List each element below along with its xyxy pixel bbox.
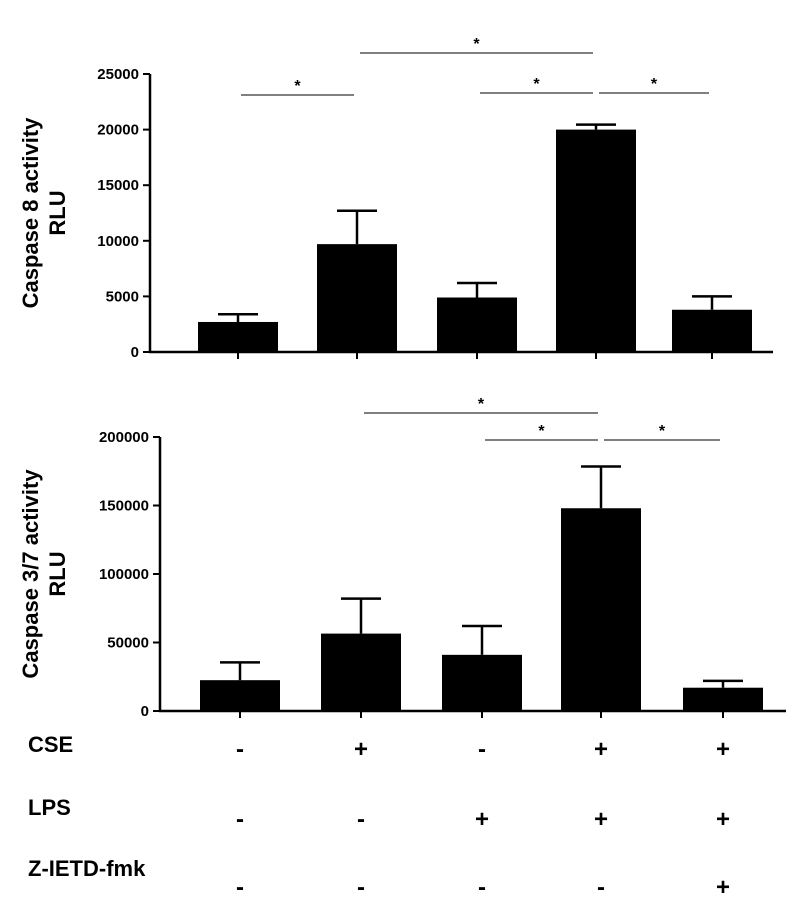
- caspase-3-7-chart: 0 50000 100000 150000 200000 * * * Caspase 3/7 a…: [18, 396, 786, 720]
- y-tick-label: 0: [141, 703, 149, 720]
- y-tick-label: 150000: [99, 498, 149, 515]
- y-tick-label: 20000: [97, 122, 139, 139]
- y-tick-label: 0: [131, 344, 139, 361]
- condition-sign: -: [236, 806, 244, 833]
- condition-sign: +: [716, 806, 730, 833]
- y-axis-label: Caspase 3/7 activityRLU: [18, 469, 70, 679]
- significance-star: *: [659, 423, 666, 440]
- significance-star: *: [473, 36, 480, 53]
- condition-table: CSE - + - + + LPS - - + + + Z-IETD-fmk - - - - +: [28, 732, 730, 901]
- condition-sign: -: [357, 874, 365, 901]
- condition-sign: +: [354, 736, 368, 763]
- bar: [442, 654, 522, 711]
- condition-label: CSE: [28, 732, 73, 757]
- bar: [321, 633, 401, 711]
- condition-sign: +: [594, 806, 608, 833]
- condition-sign: +: [716, 874, 730, 901]
- condition-sign: -: [597, 874, 605, 901]
- y-tick-label: 15000: [97, 177, 139, 194]
- y-tick-label: 50000: [107, 635, 149, 652]
- y-axis-label-line: RLU: [45, 190, 70, 235]
- y-tick-label: 5000: [106, 288, 139, 305]
- bar: [317, 244, 397, 352]
- bar: [198, 321, 278, 352]
- y-axis-label-line: RLU: [45, 551, 70, 596]
- y-axis-label-line: Caspase 8 activity: [18, 117, 43, 309]
- bar: [672, 309, 752, 352]
- y-tick-label: 10000: [97, 233, 139, 250]
- condition-label: Z-IETD-fmk: [28, 856, 146, 881]
- condition-sign: -: [357, 806, 365, 833]
- significance-star: *: [478, 396, 485, 413]
- significance-star: *: [651, 76, 658, 93]
- condition-sign: -: [236, 736, 244, 763]
- condition-sign: +: [594, 736, 608, 763]
- condition-sign: +: [716, 736, 730, 763]
- bar: [556, 129, 636, 352]
- y-tick-label: 25000: [97, 66, 139, 83]
- condition-label: LPS: [28, 795, 71, 820]
- significance-star: *: [294, 78, 301, 95]
- bar: [437, 297, 517, 352]
- bar: [683, 687, 763, 711]
- condition-sign: +: [475, 806, 489, 833]
- significance-star: *: [538, 423, 545, 440]
- significance-star: *: [533, 76, 540, 93]
- bar: [200, 680, 280, 711]
- condition-sign: -: [236, 874, 244, 901]
- bar: [561, 508, 641, 711]
- condition-sign: -: [478, 874, 486, 901]
- y-tick-label: 200000: [99, 429, 149, 446]
- y-axis-label-line: Caspase 3/7 activity: [18, 469, 43, 679]
- y-axis-label: Caspase 8 activityRLU: [18, 117, 70, 309]
- caspase-8-chart: 0 5000 10000 15000 20000 25000 * * * * Caspase 8 a…: [18, 36, 773, 361]
- y-tick-label: 100000: [99, 566, 149, 583]
- condition-sign: -: [478, 736, 486, 763]
